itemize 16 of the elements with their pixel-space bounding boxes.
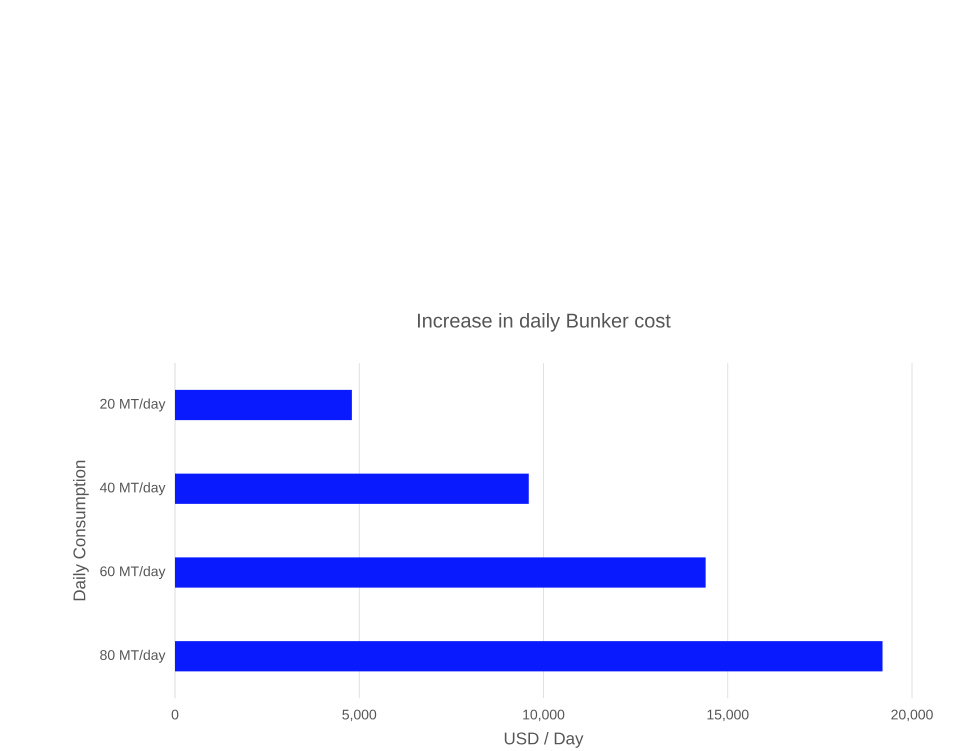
bar [175, 557, 706, 588]
y-tick-label: 80 MT/day [100, 650, 166, 663]
bar [175, 390, 352, 420]
bar [175, 641, 883, 672]
x-tick-label: 5,000 [342, 710, 376, 722]
y-tick-label: 60 MT/day [100, 566, 166, 579]
chart-title: Increase in daily Bunker cost [418, 313, 671, 332]
y-tick-label: 20 MT/day [100, 398, 166, 412]
x-axis-title: USD / Day [504, 732, 584, 748]
y-tick-label: 40 MT/day [100, 482, 166, 496]
x-tick-label: 20,000 [891, 710, 933, 722]
x-tick-label: 10,000 [523, 710, 564, 722]
x-tick-label: 15,000 [707, 710, 749, 722]
y-axis-title: Daily Consumption [72, 460, 89, 600]
x-tick-label: 0 [172, 710, 178, 720]
bar [175, 474, 529, 504]
